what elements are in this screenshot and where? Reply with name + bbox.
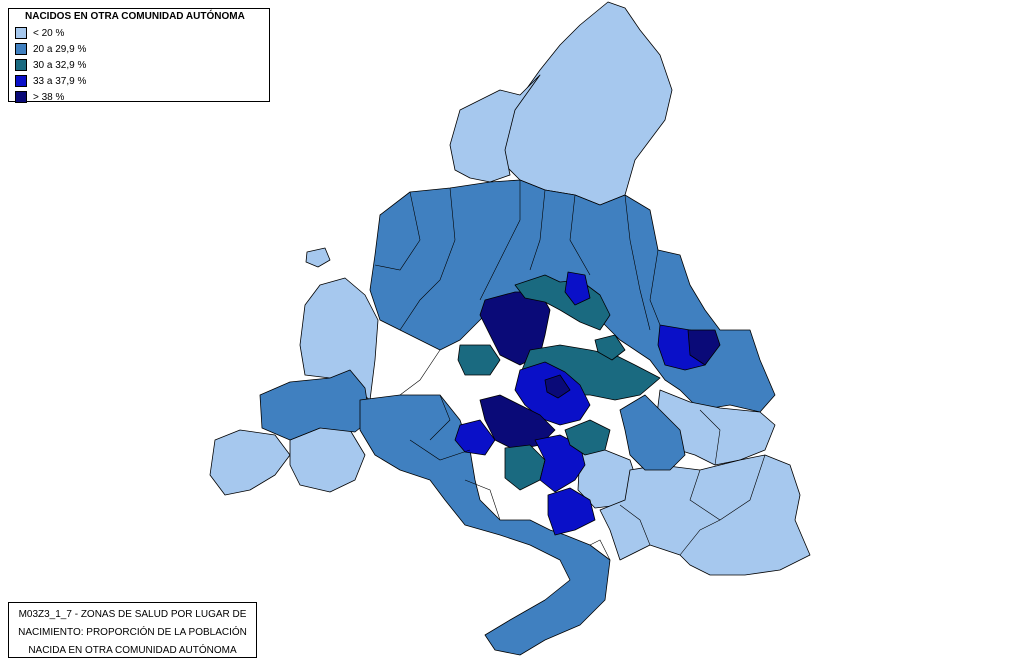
zone-east-darkblue (687, 329, 721, 366)
legend-swatch (15, 59, 27, 71)
zone-south-blue (534, 434, 586, 493)
zone-west-medium (259, 369, 371, 441)
caption-line-1: M03Z3_1_7 - ZONAS DE SALUD POR LUGAR DE (18, 609, 247, 620)
zone-southwest-light-b (289, 427, 366, 493)
zone-city-darkblue-2 (544, 374, 571, 399)
legend-swatch (15, 43, 27, 55)
caption-line-3: NACIDA EN OTRA COMUNIDAD AUTÓNOMA (28, 645, 237, 656)
legend-item: < 20 % (15, 25, 263, 41)
zone-west-teal (457, 344, 501, 376)
legend-label: 33 a 37,9 % (33, 75, 87, 87)
zone-southeast-light (599, 454, 811, 576)
zone-north-top (499, 1, 673, 206)
legend-title: NACIDOS EN OTRA COMUNIDAD AUTÓNOMA (25, 11, 245, 22)
zone-boundary-lines (374, 180, 766, 561)
caption-line-2: NACIMIENTO: PROPORCIÓN DE LA POBLACIÓN (18, 627, 247, 638)
zone-southwest-light-a (209, 429, 291, 496)
legend-label: 30 a 32,9 % (33, 59, 87, 71)
legend-item: > 38 % (15, 89, 263, 105)
zone-city-teal-2 (594, 334, 626, 361)
legend-item: 30 a 32,9 % (15, 57, 263, 73)
zone-north-blue-small (564, 271, 591, 306)
legend-swatch (15, 75, 27, 87)
legend-label: < 20 % (33, 27, 65, 39)
legend-swatch (15, 91, 27, 103)
zone-south-teal-2 (564, 419, 611, 456)
legend-label: > 38 % (33, 91, 65, 103)
legend-item: 20 a 29,9 % (15, 41, 263, 57)
legend-item: 33 a 37,9 % (15, 73, 263, 89)
zone-west-small (305, 247, 331, 268)
legend-swatch (15, 27, 27, 39)
zone-southwest-medium (359, 394, 611, 656)
zone-east-medium (619, 394, 686, 471)
zone-south-teal (504, 444, 546, 491)
map-caption: M03Z3_1_7 - ZONAS DE SALUD POR LUGAR DE … (8, 602, 257, 658)
zone-southwest-blue (454, 419, 496, 456)
legend-label: 20 a 29,9 % (33, 43, 87, 55)
legend: NACIDOS EN OTRA COMUNIDAD AUTÓNOMA < 20 … (8, 8, 270, 105)
zone-west-light (299, 277, 379, 401)
zone-north-west (449, 74, 541, 183)
zone-south-blue-2 (547, 487, 596, 536)
